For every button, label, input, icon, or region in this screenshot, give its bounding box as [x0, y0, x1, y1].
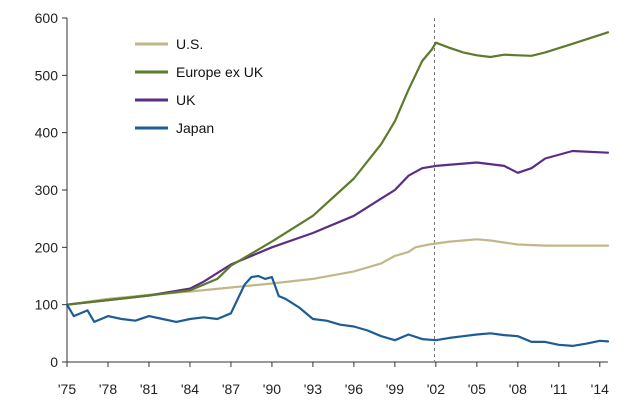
series-line-u-s: [65, 238, 610, 306]
x-tick-label: '81: [140, 381, 158, 397]
x-tick-label: '75: [58, 381, 76, 397]
x-tick-label: '02: [427, 381, 445, 397]
y-tick-label: 300: [35, 182, 59, 198]
x-tick-label: '08: [509, 381, 527, 397]
series-line-uk: [65, 149, 610, 306]
y-tick-label: 0: [50, 354, 58, 370]
legend-label-japan: Japan: [176, 120, 214, 136]
y-tick-label: 600: [35, 10, 59, 26]
x-tick-label: '05: [468, 381, 486, 397]
series-line-japan: [65, 274, 610, 347]
y-tick-label: 100: [35, 297, 59, 313]
x-tick-label: '14: [591, 381, 609, 397]
x-tick-label: '84: [181, 381, 199, 397]
x-tick-label: '78: [99, 381, 117, 397]
x-tick-label: '99: [386, 381, 404, 397]
x-tick-label: '11: [550, 381, 567, 397]
x-tick-label: '87: [222, 381, 240, 397]
legend-label-uk: UK: [176, 92, 196, 108]
y-tick-label: 400: [35, 125, 59, 141]
legend-label-europe-ex-uk: Europe ex UK: [176, 64, 264, 80]
y-tick-label: 200: [35, 239, 59, 255]
x-tick-label: '93: [304, 381, 322, 397]
x-tick-label: '96: [345, 381, 363, 397]
y-tick-label: 500: [35, 67, 59, 83]
series-line-europe-ex-uk: [65, 31, 610, 306]
legend-label-u-s: U.S.: [176, 36, 203, 52]
x-tick-label: '90: [263, 381, 281, 397]
